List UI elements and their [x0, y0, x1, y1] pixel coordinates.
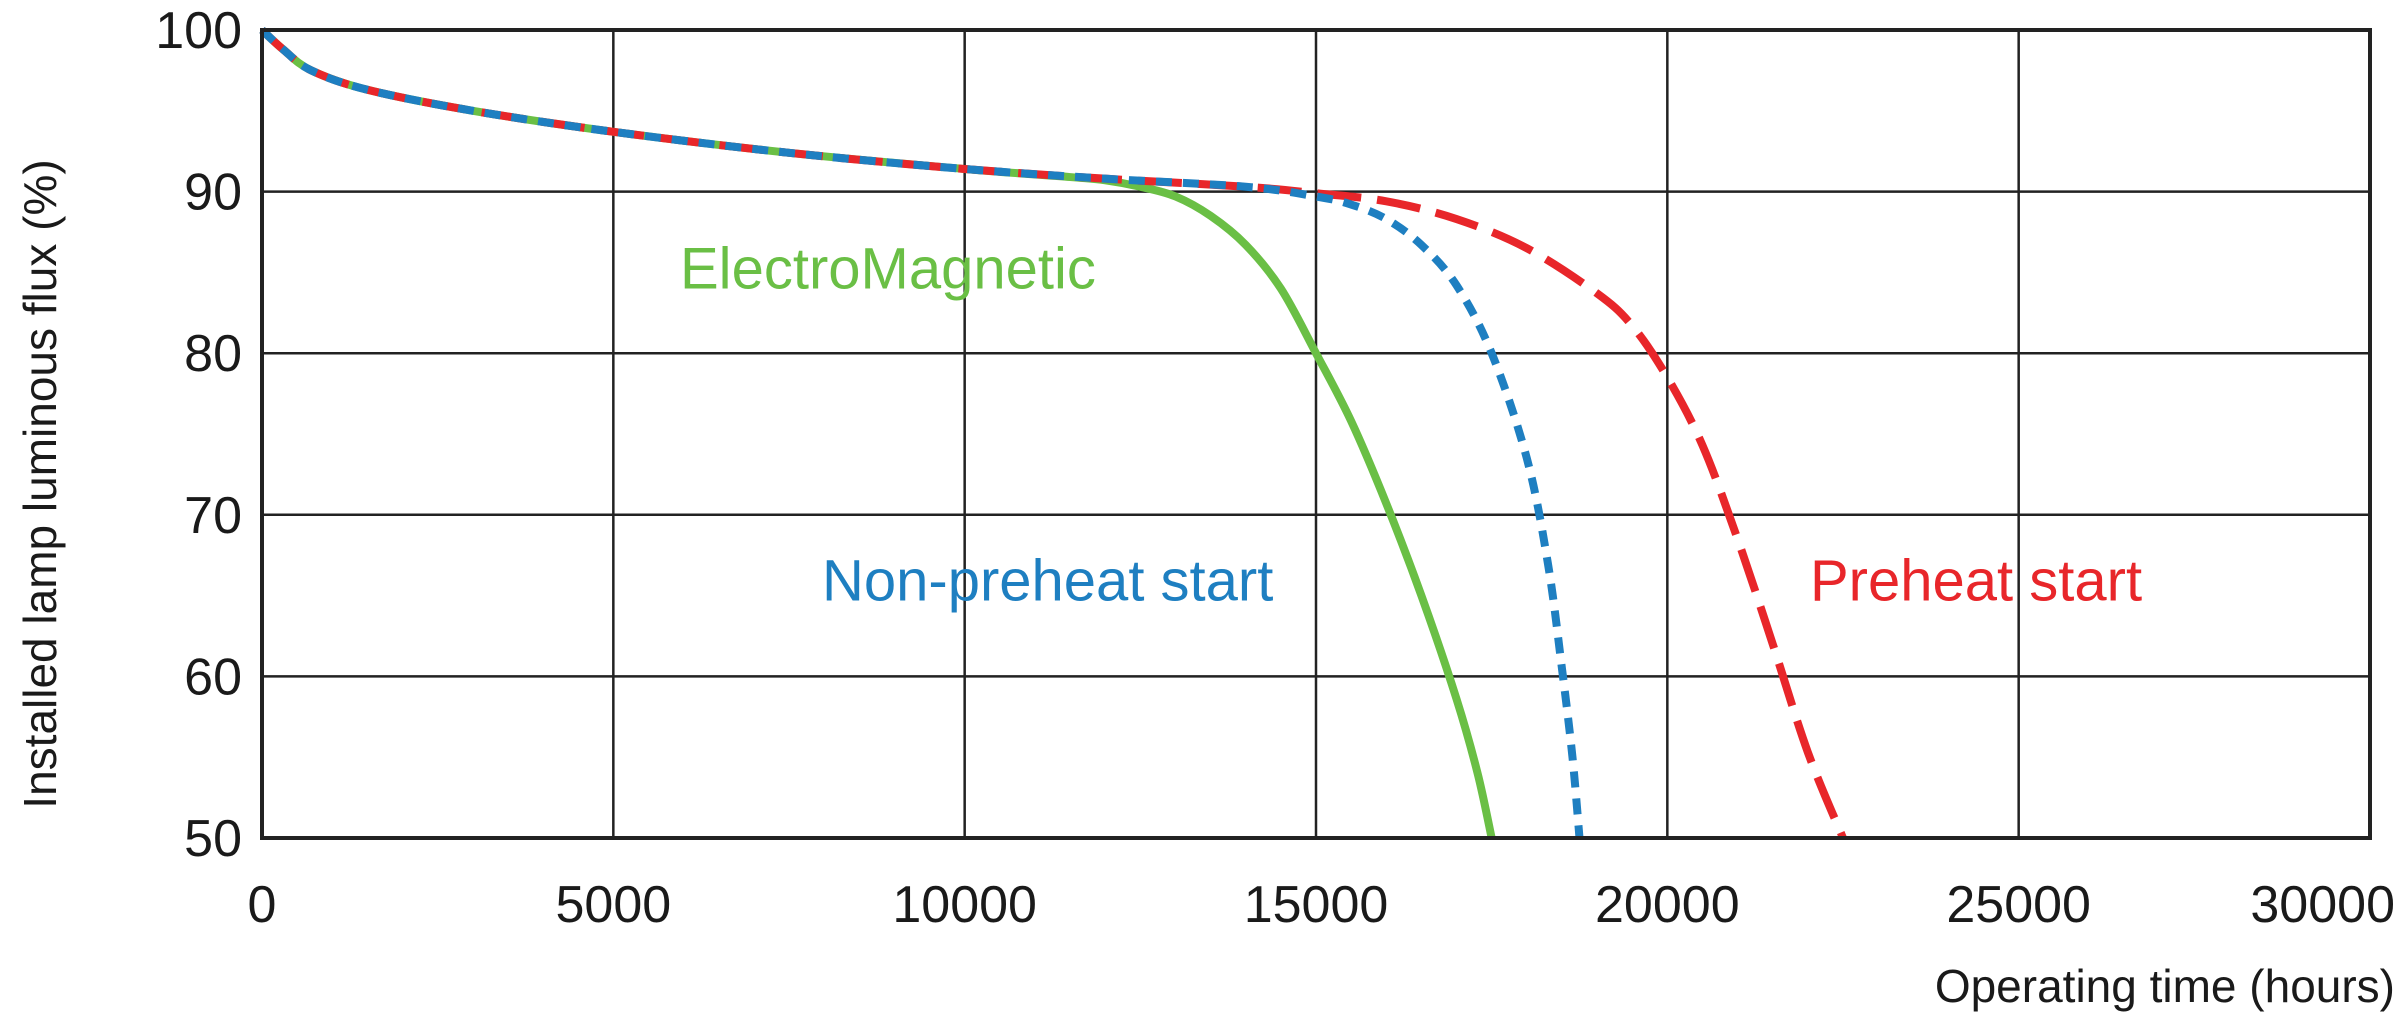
y-axis-title: Installed lamp luminous flux (%) [14, 159, 66, 808]
series-label-electromagnetic: ElectroMagnetic [680, 237, 1096, 302]
series-label-preheat-start: Preheat start [1810, 548, 2142, 613]
x-tick-label: 15000 [1244, 876, 1389, 934]
y-tick-label: 100 [155, 2, 242, 60]
x-tick-labels: 0 5000 10000 15000 20000 25000 30000 [248, 876, 2395, 934]
x-axis-title: Operating time (hours) [1935, 960, 2395, 1012]
series-line-non-preheat-start [259, 27, 1584, 839]
x-tick-label: 10000 [892, 876, 1037, 934]
y-tick-label: 90 [184, 164, 242, 222]
y-tick-label: 70 [184, 487, 242, 545]
x-tick-label: 5000 [555, 876, 671, 934]
series-line-electromagnetic [259, 27, 1496, 839]
grid [262, 30, 2370, 838]
series-labels: ElectroMagnetic Non-preheat start Preheat … [680, 237, 2142, 614]
plot-frame [260, 28, 2372, 840]
series-lines [259, 27, 1847, 840]
series-label-non-preheat-start: Non-preheat start [822, 548, 1273, 613]
x-tick-label: 0 [248, 876, 277, 934]
y-tick-label: 60 [184, 648, 242, 706]
x-tick-label: 20000 [1595, 876, 1740, 934]
x-tick-label: 30000 [2250, 876, 2395, 934]
y-tick-labels: 100 90 80 70 60 50 [155, 2, 242, 868]
series-line-preheat-start [259, 27, 1847, 840]
y-tick-label: 80 [184, 325, 242, 383]
x-tick-label: 25000 [1946, 876, 2091, 934]
y-tick-label: 50 [184, 810, 242, 868]
